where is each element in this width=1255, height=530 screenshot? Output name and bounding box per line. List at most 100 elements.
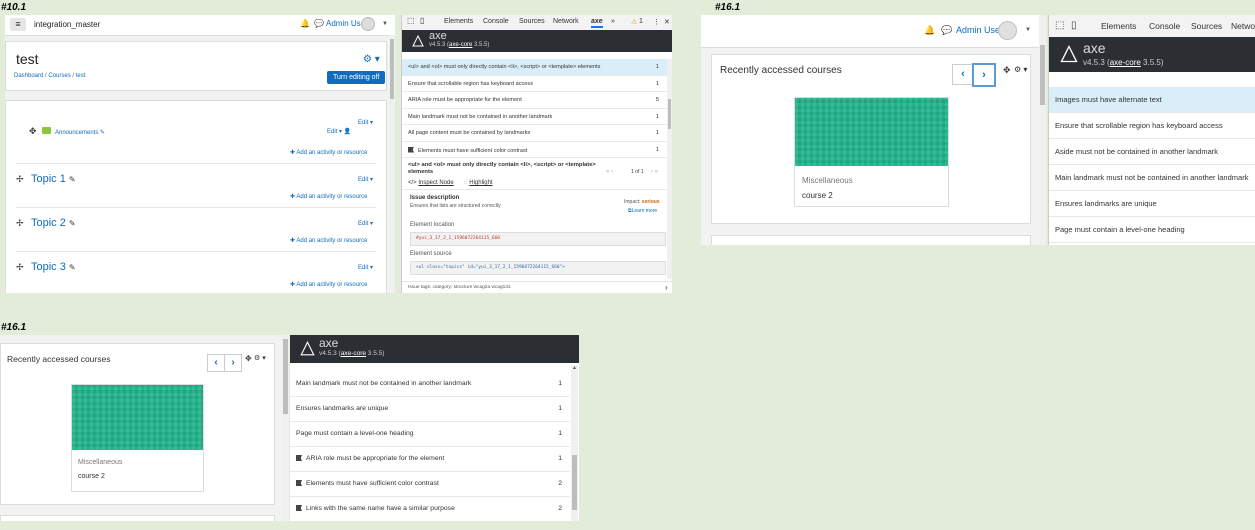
next-button[interactable]: › [972,63,996,87]
issue-row[interactable]: Page must contain a level-one heading 1 [290,422,570,447]
issue-row[interactable]: ARIA role must be appropriate for the el… [290,447,570,472]
issue-title: Ensure that scrollable region has keyboa… [408,80,533,87]
axe-scrollbar[interactable]: ▲ [571,365,578,521]
close-icon[interactable]: ✕ [664,19,670,26]
inspect-icon[interactable]: ⬚ [1055,20,1065,31]
issue-row[interactable]: All page content must be contained by la… [402,125,667,142]
move-icon[interactable]: ✢ [16,174,24,184]
axe-version: v4.5.3 (axe-core 3.5.5) [319,350,385,357]
tab-sources[interactable]: Sources [1191,21,1223,31]
tab-console[interactable]: Console [1149,21,1181,31]
issue-row[interactable]: Ensure that scrollable region has keyboa… [402,76,667,92]
move-icon[interactable]: ✥ [29,126,37,136]
issue-count: 1 [558,455,562,462]
edit-menu-topic-1[interactable]: Edit ▾ [358,177,374,183]
edit-menu[interactable]: Edit ▾ [358,120,374,126]
bell-icon[interactable]: 🔔 [300,19,310,28]
user-name[interactable]: Admin User [956,25,1004,35]
breadcrumb-dashboard[interactable]: Dashboard [14,73,44,79]
move-icon[interactable]: ✢ [16,218,24,228]
edit-menu-announcements[interactable]: Edit ▾ 👤 [327,129,352,135]
add-activity-link[interactable]: ✚ Add an activity or resource [290,282,368,288]
issue-row[interactable]: Aside must not be contained in another l… [1049,139,1255,165]
device-icon[interactable]: ▯ [420,16,425,25]
tab-console[interactable]: Console [483,18,509,25]
pager-next[interactable]: › » [651,169,659,175]
pager-prev[interactable]: « ‹ [606,169,614,175]
topic-3-title[interactable]: Topic 3 ✎ [31,261,76,273]
move-icon[interactable]: ✥ [1003,65,1011,75]
inspect-node-link[interactable]: </> Inspect Node [408,180,454,186]
topic-1-title[interactable]: Topic 1 ✎ [31,173,76,185]
breadcrumb-test[interactable]: test [75,73,86,79]
warning-icon[interactable]: ⚠ [631,19,638,26]
prev-button[interactable]: ‹ [207,354,225,372]
breadcrumb-courses[interactable]: Courses [48,73,71,79]
announcements-link[interactable]: Announcements ✎ [55,130,106,136]
page-scrollbar[interactable] [1039,15,1046,245]
tab-network[interactable]: Netwo [1231,21,1255,31]
user-name[interactable]: Admin User [326,19,368,28]
issue-row[interactable]: Main landmark must not be contained in a… [1049,165,1255,191]
issue-row[interactable]: Main landmark must not be contained in a… [290,372,570,397]
edit-menu-topic-3[interactable]: Edit ▾ [358,265,374,271]
edit-menu-topic-2[interactable]: Edit ▾ [358,221,374,227]
tab-elements[interactable]: Elements [444,18,474,25]
topic-2-title[interactable]: Topic 2 ✎ [31,217,76,229]
learn-more-link[interactable]: ⧉Learn more [628,208,658,214]
site-name[interactable]: integration_master [34,20,101,29]
issue-row[interactable]: Ensures landmarks are unique [1049,191,1255,217]
issue-row[interactable]: Ensures landmarks are unique 1 [290,397,570,422]
chevron-down-icon[interactable]: ▼ [1025,27,1031,33]
axe-scrollbar[interactable] [667,59,672,279]
issue-row[interactable]: ARIA role must be appropriate for the el… [402,92,667,109]
gear-icon[interactable]: ⚙ ▾ [363,54,380,65]
gear-icon[interactable]: ⚙ ▾ [254,355,266,362]
inspect-icon[interactable]: ⬚ [407,16,415,25]
highlight-link[interactable]: ◌ Highlight [464,180,493,186]
tab-network[interactable]: Network [553,18,579,25]
device-icon[interactable]: ▯ [1071,20,1077,31]
issue-row[interactable]: Elements must have sufficient color cont… [290,472,570,497]
turn-editing-off-button[interactable]: Turn editing off [327,71,386,84]
scroll-up-icon[interactable]: ▲ [572,365,577,371]
tab-sources[interactable]: Sources [519,18,545,25]
course-card[interactable]: Miscellaneous course 2 [71,384,204,492]
menu-icon[interactable]: ≡ [10,18,26,31]
bell-icon[interactable]: 🔔 [924,25,936,35]
kebab-menu-icon[interactable]: ⋮ [653,19,660,26]
add-activity-link[interactable]: ✚ Add an activity or resource [290,194,368,200]
gear-icon[interactable]: ⚙ ▾ [1014,65,1028,74]
tab-elements[interactable]: Elements [1101,21,1137,31]
devtools-16-1-top: ⬚ ▯ Elements Console Sources Netwo axe v… [1048,15,1255,245]
next-button[interactable]: › [224,354,242,372]
issue-row[interactable]: Elements must have sufficient color cont… [402,142,667,158]
course-content: Edit ▾ ✥ Announcements ✎ Edit ▾ 👤 ✚ Add … [5,100,387,293]
course-name[interactable]: course 2 [802,191,833,200]
prev-button[interactable]: ‹ [952,64,974,85]
chevron-right-icon[interactable]: › [665,283,668,292]
move-icon[interactable]: ✢ [16,262,24,272]
tab-axe[interactable]: axe [591,18,603,28]
page-scrollbar[interactable] [282,335,289,521]
course-card[interactable]: Miscellaneous course 2 [794,97,949,207]
tab-more[interactable]: » [611,18,615,25]
avatar[interactable] [361,17,375,31]
avatar[interactable] [998,21,1017,40]
chat-icon[interactable]: 💬 [314,19,324,28]
chevron-down-icon[interactable]: ▼ [382,21,388,27]
issue-tags: Issue tags: category: structure wcag2a w… [408,285,511,290]
issue-row[interactable]: <ul> and <ol> must only directly contain… [402,59,667,76]
issue-row[interactable]: Main landmark must not be contained in a… [402,109,667,125]
issue-row[interactable]: Links with the same name have a similar … [290,497,570,521]
page-scrollbar[interactable] [389,35,395,293]
issue-row[interactable]: Images must have alternate text [1049,87,1255,113]
move-icon[interactable]: ✥ [245,354,252,363]
issue-row[interactable]: Page must contain a level-one heading [1049,217,1255,243]
add-activity-link[interactable]: ✚ Add an activity or resource [290,150,368,156]
devtools-10-1: ⬚ ▯ Elements Console Sources Network axe… [401,15,672,293]
course-name[interactable]: course 2 [78,473,105,480]
issue-row[interactable]: Ensure that scrollable region has keyboa… [1049,113,1255,139]
chat-icon[interactable]: 💬 [941,25,953,35]
add-activity-link[interactable]: ✚ Add an activity or resource [290,238,368,244]
